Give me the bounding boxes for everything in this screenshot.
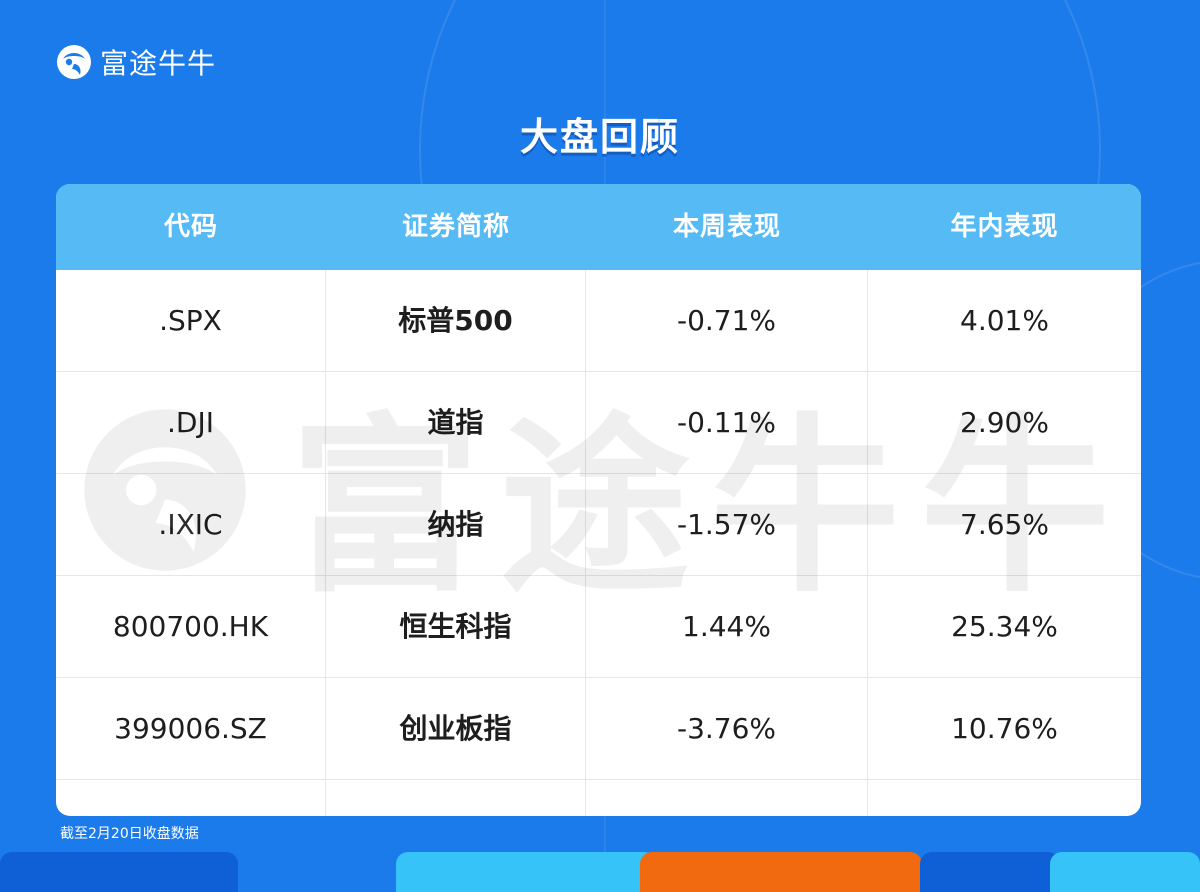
table-row: .DJI 道指 -0.11% 2.90%	[56, 372, 1141, 474]
cell-code: 399006.SZ	[56, 678, 326, 779]
table-row: 800700.HK 恒生科指 1.44% 25.34%	[56, 576, 1141, 678]
cell-code: .IXIC	[56, 474, 326, 575]
futu-bull-logo-icon	[57, 45, 91, 79]
cell-ytd: 2.90%	[960, 406, 1049, 439]
bottom-decoration-cyan	[396, 852, 656, 892]
table-row: .IXIC 纳指 -1.57% 7.65%	[56, 474, 1141, 576]
cell-code: 800700.HK	[56, 576, 326, 677]
cell-code: .SPX	[56, 270, 326, 371]
cell-name: 恒生科指	[326, 576, 586, 677]
data-footnote: 截至2月20日收盘数据	[60, 826, 199, 842]
table-empty-row	[56, 780, 1141, 816]
cell-name: 标普500	[326, 270, 586, 371]
table-header: 代码 证券简称 本周表现 年内表现	[56, 184, 1141, 270]
empty-cell	[326, 780, 586, 816]
cell-ytd: 7.65%	[960, 508, 1049, 541]
market-review-table: 代码 证券简称 本周表现 年内表现 .SPX 标普500 -0.71% 4.01…	[56, 184, 1141, 816]
brand-name: 富途牛牛	[100, 47, 217, 80]
table-row: 399006.SZ 创业板指 -3.76% 10.76%	[56, 678, 1141, 780]
cell-week: -0.11%	[586, 372, 868, 473]
cell-name: 创业板指	[326, 678, 586, 779]
cell-name: 道指	[326, 372, 586, 473]
bottom-decoration-right	[1050, 852, 1200, 892]
cell-week: -3.76%	[586, 678, 868, 779]
empty-cell	[586, 780, 868, 816]
bottom-decoration-left	[0, 852, 238, 892]
header-ytd-performance: 年内表现	[950, 212, 1059, 242]
table-body: .SPX 标普500 -0.71% 4.01% .DJI 道指 -0.11% 2…	[56, 270, 1141, 816]
cell-code: .DJI	[56, 372, 326, 473]
table-row: .SPX 标普500 -0.71% 4.01%	[56, 270, 1141, 372]
page-title: 大盘回顾	[519, 115, 680, 159]
cell-week: 1.44%	[586, 576, 868, 677]
cell-ytd: 4.01%	[960, 304, 1049, 337]
empty-cell	[56, 780, 326, 816]
cell-week: -1.57%	[586, 474, 868, 575]
empty-cell	[868, 780, 1141, 816]
header-code: 代码	[163, 212, 218, 242]
header-name: 证券简称	[401, 212, 510, 242]
cell-ytd: 10.76%	[951, 712, 1058, 745]
header-week-performance: 本周表现	[672, 212, 781, 242]
bottom-decoration-dark	[920, 852, 1060, 892]
bottom-decoration-orange	[640, 852, 922, 892]
brand-logo: 富途牛牛	[54, 42, 216, 82]
cell-week: -0.71%	[586, 270, 868, 371]
cell-name: 纳指	[326, 474, 586, 575]
cell-ytd: 25.34%	[951, 610, 1058, 643]
